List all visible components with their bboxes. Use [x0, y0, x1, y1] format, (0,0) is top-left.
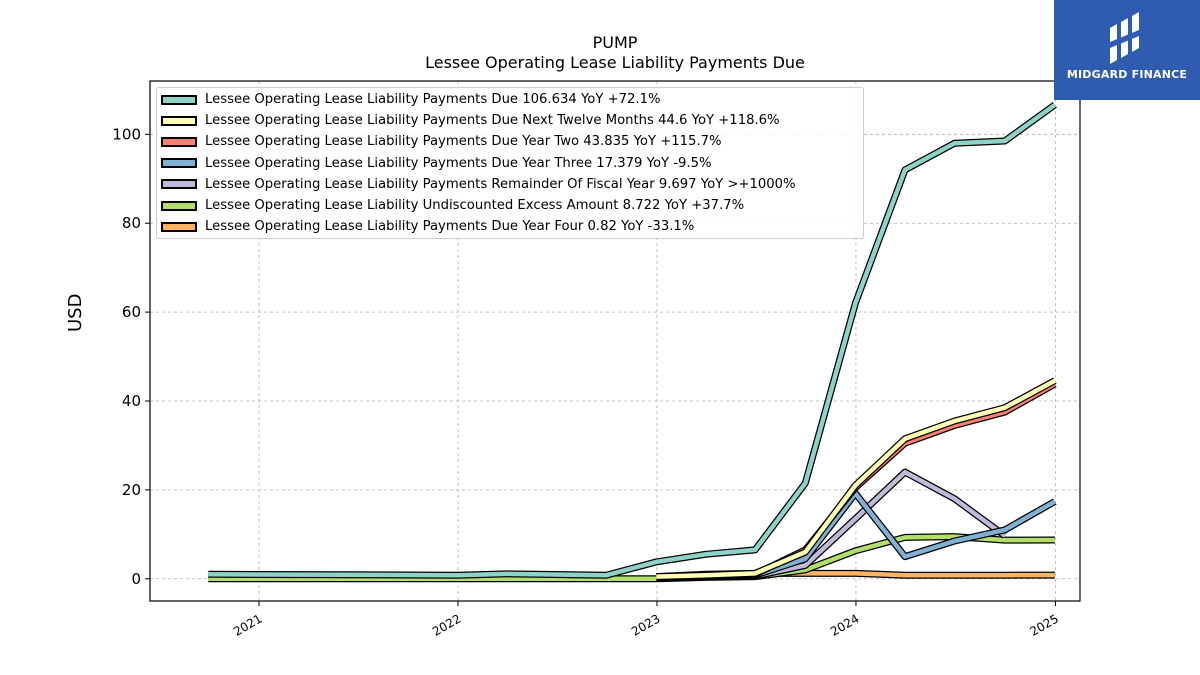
- logo-mark-icon: [1110, 12, 1139, 64]
- x-tick-label: 2021: [231, 611, 264, 638]
- y-tick-label: 60: [122, 303, 141, 321]
- legend-item: Lessee Operating Lease Liability Payment…: [161, 174, 796, 195]
- brand-name: MIDGARD FINANCE: [1066, 68, 1188, 81]
- legend-label: Lessee Operating Lease Liability Payment…: [205, 92, 661, 107]
- series-line: [656, 378, 1056, 579]
- series-outline: [656, 489, 1057, 581]
- legend: Lessee Operating Lease Liability Payment…: [156, 87, 864, 239]
- legend-item: Lessee Operating Lease Liability Payment…: [161, 89, 661, 110]
- legend-label: Lessee Operating Lease Liability Payment…: [205, 155, 712, 171]
- y-tick-label: 80: [122, 214, 141, 232]
- legend-swatch: [161, 179, 197, 190]
- legend-swatch: [161, 94, 197, 105]
- y-tick-label: 20: [122, 481, 141, 499]
- legend-item: Lessee Operating Lease Liability Payment…: [161, 131, 722, 152]
- brand-logo: MIDGARD FINANCE: [1054, 0, 1200, 100]
- plot-frame: [149, 80, 1081, 602]
- x-tick-label: 2023: [629, 611, 662, 638]
- legend-item: Lessee Operating Lease Liability Payment…: [161, 153, 712, 174]
- chart-title: PUMP: [592, 33, 638, 52]
- legend-item: Lessee Operating Lease Liability Payment…: [161, 110, 780, 131]
- legend-swatch: [161, 200, 197, 211]
- y-axis-label: USD: [65, 293, 86, 332]
- legend-swatch: [161, 221, 197, 232]
- legend-swatch: [161, 136, 197, 147]
- y-tick-label: 40: [122, 392, 141, 410]
- legend-label: Lessee Operating Lease Liability Payment…: [205, 219, 695, 235]
- series-line: [208, 102, 1057, 578]
- legend-label: Lessee Operating Lease Liability Payment…: [205, 113, 780, 129]
- legend-swatch: [161, 158, 197, 169]
- chart-subtitle: Lessee Operating Lease Liability Payment…: [425, 53, 805, 72]
- x-tick-label: 2022: [430, 611, 463, 638]
- legend-label: Lessee Operating Lease Liability Undisco…: [205, 198, 745, 213]
- x-tick-label: 2024: [828, 611, 861, 638]
- y-tick-label: 100: [112, 125, 141, 143]
- legend-label: Lessee Operating Lease Liability Payment…: [205, 134, 722, 150]
- y-tick-label: 0: [131, 570, 141, 588]
- legend-item: Lessee Operating Lease Liability Payment…: [161, 216, 694, 237]
- legend-label: Lessee Operating Lease Liability Payment…: [205, 176, 796, 192]
- x-tick-label: 2025: [1028, 611, 1061, 638]
- legend-item: Lessee Operating Lease Liability Undisco…: [161, 195, 744, 216]
- legend-swatch: [161, 115, 197, 126]
